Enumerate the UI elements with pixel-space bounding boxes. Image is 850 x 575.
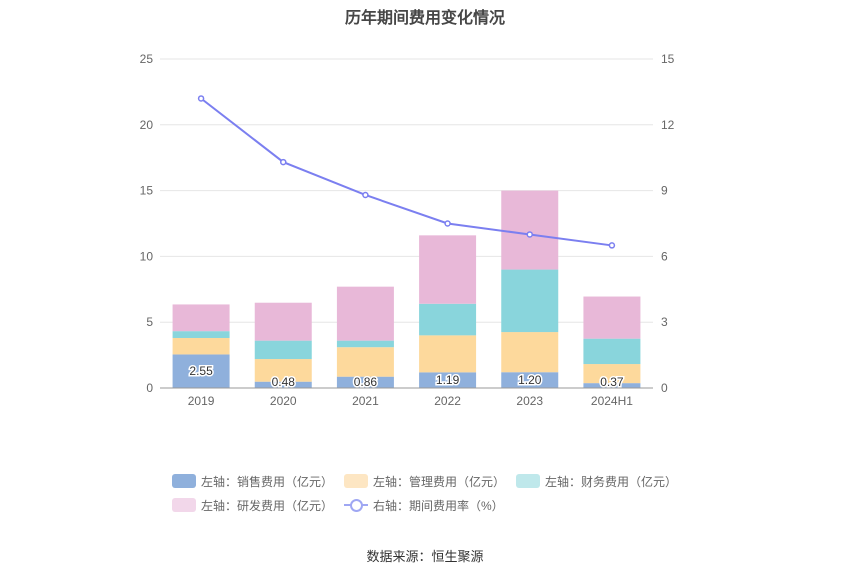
- bar-segment-rnd: [336, 286, 394, 341]
- bar-segment-finance: [336, 340, 394, 348]
- legend-swatch-sales: [172, 474, 196, 488]
- bar-segment-rnd: [583, 296, 641, 339]
- right-axis-tick-label: 0: [661, 381, 668, 395]
- legend-label-sales: 左轴：销售费用（亿元）: [201, 474, 334, 489]
- legend-item-sales[interactable]: 左轴：销售费用（亿元）: [172, 472, 333, 490]
- bar-segment-finance: [172, 331, 230, 338]
- legend-swatch-rnd: [172, 498, 196, 512]
- left-axis-tick-label: 20: [140, 118, 154, 132]
- right-axis-tick-label: 6: [661, 249, 668, 263]
- legend-label-admin: 左轴：管理费用（亿元）: [373, 474, 506, 489]
- legend-item-expense-rate[interactable]: 右轴：期间费用率（%）: [344, 496, 504, 514]
- expense-rate-point: [362, 191, 369, 199]
- right-axis-tick-label: 15: [661, 52, 675, 66]
- x-axis-tick-label: 2022: [434, 394, 461, 408]
- expense-rate-point: [608, 242, 616, 249]
- expense-rate-point: [526, 231, 533, 238]
- right-axis-tick-label: 12: [661, 118, 675, 132]
- legend-label-rnd: 左轴：研发费用（亿元）: [201, 498, 334, 513]
- bar-segment-rnd: [172, 304, 230, 332]
- left-axis-tick-label: 10: [140, 249, 154, 263]
- x-axis-tick-label: 2023: [516, 394, 543, 408]
- expense-rate-line: [200, 97, 613, 247]
- bar-segment-admin: [501, 332, 559, 373]
- legend-item-admin[interactable]: 左轴：管理费用（亿元）: [344, 472, 505, 490]
- right-axis-tick-label: 9: [661, 184, 668, 198]
- legend-swatch-finance: [516, 474, 540, 488]
- legend-item-finance[interactable]: 左轴：财务费用（亿元）: [516, 472, 677, 490]
- bar-segment-rnd: [501, 190, 559, 270]
- bar-segment-rnd: [254, 302, 312, 341]
- left-axis-tick-label: 0: [146, 381, 153, 395]
- x-axis-tick-label: 2019: [188, 394, 215, 408]
- bar-data-label: 1.20: [518, 373, 542, 387]
- expense-rate-point: [197, 95, 205, 102]
- bar-segment-admin: [336, 347, 394, 377]
- right-axis-tick-label: 3: [661, 315, 668, 329]
- left-axis-tick-label: 15: [140, 184, 154, 198]
- left-axis-tick-label: 25: [140, 52, 154, 66]
- bar-segment-finance: [501, 269, 559, 333]
- bar-segment-rnd: [419, 235, 477, 304]
- bar-segment-admin: [172, 337, 230, 355]
- legend-swatch-expense-rate: [344, 498, 368, 512]
- bar-data-label: 1.19: [436, 373, 460, 387]
- bar-segment-sales: [583, 383, 641, 388]
- bar-segment-sales: [172, 354, 230, 388]
- bar-segment-sales: [501, 372, 559, 388]
- bar-segment-sales: [254, 381, 312, 388]
- bar-segment-admin: [583, 364, 641, 384]
- legend-swatch-admin: [344, 474, 368, 488]
- expense-rate-point: [280, 158, 287, 166]
- x-axis-tick-label: 2020: [270, 394, 297, 408]
- legend-item-rnd[interactable]: 左轴：研发费用（亿元）: [172, 496, 333, 514]
- bar-segment-finance: [583, 338, 641, 365]
- x-axis-tick-label: 2021: [352, 394, 379, 408]
- bar-data-label: 0.37: [600, 375, 624, 389]
- data-source: 数据来源：恒生聚源: [366, 549, 484, 564]
- bar-segment-sales: [419, 372, 477, 388]
- expense-rate-point: [444, 220, 451, 227]
- x-axis-tick-label: 2024H1: [591, 394, 633, 408]
- bar-segment-finance: [419, 303, 477, 336]
- chart-canvas: 0 5 10 15 20 25 0 3 6 9 12 15 2019 2020 2021 2022 2023 20…: [140, 52, 675, 408]
- left-axis-tick-label: 5: [146, 315, 153, 329]
- bar-segment-sales: [336, 376, 394, 388]
- bar-data-label: 2.55: [189, 364, 213, 378]
- bar-segment-admin: [419, 335, 477, 373]
- bar-segment-admin: [254, 359, 312, 382]
- bar-data-label: 0.86: [354, 375, 378, 389]
- chart-title: 历年期间费用变化情况: [344, 10, 505, 27]
- legend-label-finance: 左轴：财务费用（亿元）: [545, 474, 678, 489]
- bar-segment-finance: [254, 340, 312, 360]
- bar-data-label: 0.48: [272, 375, 296, 389]
- legend-label-expense-rate: 右轴：期间费用率（%）: [373, 498, 504, 513]
